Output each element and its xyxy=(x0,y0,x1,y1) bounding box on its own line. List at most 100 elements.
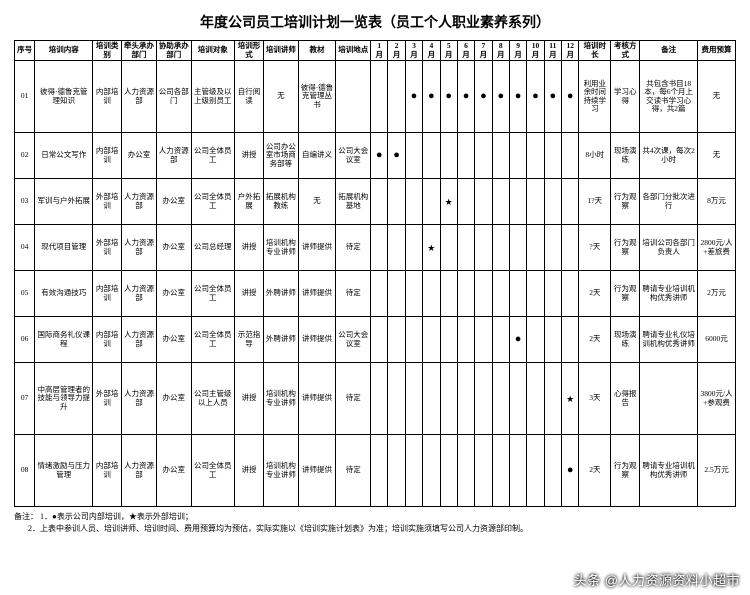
cell: 2天 xyxy=(579,271,611,317)
cell: 内部培训 xyxy=(93,317,122,363)
cell: 2.5万元 xyxy=(698,435,736,507)
table-header: 序号培训内容培训类别牵头承办部门协助承办部门培训对象培训形式培训讲师教材培训地点… xyxy=(15,41,736,61)
cell xyxy=(440,363,457,435)
cell: 讲师提供 xyxy=(298,317,336,363)
cell: 办公室 xyxy=(156,179,191,225)
notes-line1: 1．●表示公司内部培训，★表示外部培训； xyxy=(40,512,193,521)
cell: 办公室 xyxy=(156,271,191,317)
cell xyxy=(405,225,422,271)
cell: 3800元/人+参观费 xyxy=(698,363,736,435)
col-header: 培训内容 xyxy=(35,41,93,61)
cell xyxy=(405,271,422,317)
cell xyxy=(405,133,422,179)
cell xyxy=(405,363,422,435)
cell: 拓展机构基地 xyxy=(336,179,371,225)
cell xyxy=(527,363,544,435)
cell xyxy=(509,179,526,225)
cell xyxy=(423,133,440,179)
cell xyxy=(440,435,457,507)
cell xyxy=(371,225,388,271)
cell xyxy=(562,317,579,363)
cell: 待定 xyxy=(336,363,371,435)
cell: 共包含书目18本，每6个月上交读书学习心得，共2篇 xyxy=(640,61,698,133)
cell: 办公室 xyxy=(156,225,191,271)
cell: 聘请专业礼仪培训机构优秀讲师 xyxy=(640,317,698,363)
cell: 外聘讲师 xyxy=(263,271,298,317)
cell xyxy=(457,179,474,225)
cell xyxy=(475,225,492,271)
cell xyxy=(640,363,698,435)
cell: 01 xyxy=(15,61,35,133)
cell: 无 xyxy=(263,61,298,133)
cell: 公司大会议室 xyxy=(336,133,371,179)
cell xyxy=(457,317,474,363)
cell: 自编讲义 xyxy=(298,133,336,179)
col-header: 2月 xyxy=(388,41,405,61)
cell: 拓展机构教练 xyxy=(263,179,298,225)
cell xyxy=(423,271,440,317)
cell xyxy=(388,225,405,271)
cell: ?天 xyxy=(579,225,611,271)
cell: 培训机构专业讲师 xyxy=(263,363,298,435)
cell: 公司大会议室 xyxy=(336,317,371,363)
cell: 聘请专业培训机构优秀讲师 xyxy=(640,271,698,317)
cell: 内部培训 xyxy=(93,271,122,317)
cell xyxy=(544,435,561,507)
cell: ● xyxy=(509,61,526,133)
cell: 1?天 xyxy=(579,179,611,225)
cell: ● xyxy=(457,61,474,133)
cell: 彼得·德鲁克管理丛书 xyxy=(298,61,336,133)
cell: 公司全体员工 xyxy=(191,179,234,225)
cell: ● xyxy=(440,61,457,133)
cell: 办公室 xyxy=(156,363,191,435)
cell: 公司办公室市场商务部等 xyxy=(263,133,298,179)
table-row: 01彼得·德鲁克管理知识内部培训人力资源部公司各部门主管级及以上级别员工自行阅读… xyxy=(15,61,736,133)
cell: 03 xyxy=(15,179,35,225)
cell: ● xyxy=(423,61,440,133)
cell: 内部培训 xyxy=(93,61,122,133)
cell: 现场演练 xyxy=(611,317,640,363)
cell xyxy=(388,363,405,435)
cell xyxy=(492,133,509,179)
col-header: 3月 xyxy=(405,41,422,61)
page-title: 年度公司员工培训计划一览表（员工个人职业素养系列） xyxy=(14,12,736,32)
cell xyxy=(509,133,526,179)
cell xyxy=(562,271,579,317)
cell: 聘请专业培训机构优秀讲师 xyxy=(640,435,698,507)
cell: 2天 xyxy=(579,317,611,363)
cell: 人力资源部 xyxy=(156,133,191,179)
cell xyxy=(544,133,561,179)
cell xyxy=(544,317,561,363)
cell: 行为观察 xyxy=(611,225,640,271)
cell: 2万元 xyxy=(698,271,736,317)
cell xyxy=(527,271,544,317)
cell xyxy=(405,435,422,507)
cell: 07 xyxy=(15,363,35,435)
cell xyxy=(457,271,474,317)
cell: 待定 xyxy=(336,435,371,507)
cell: 主管级及以上级别员工 xyxy=(191,61,234,133)
cell: 待定 xyxy=(336,271,371,317)
cell xyxy=(405,179,422,225)
col-header: 5月 xyxy=(440,41,457,61)
cell xyxy=(475,435,492,507)
notes-label: 备注： xyxy=(14,512,38,521)
cell: 外部培训 xyxy=(93,225,122,271)
col-header: 考核方式 xyxy=(611,41,640,61)
cell: 人力资源部 xyxy=(122,363,157,435)
cell xyxy=(492,363,509,435)
cell xyxy=(457,133,474,179)
col-header: 培训类别 xyxy=(93,41,122,61)
cell: 办公室 xyxy=(156,317,191,363)
cell: 人力资源部 xyxy=(122,317,157,363)
cell: 讲授 xyxy=(235,363,264,435)
cell xyxy=(371,435,388,507)
cell: ● xyxy=(562,435,579,507)
cell xyxy=(336,61,371,133)
cell: 各部门分批次进行 xyxy=(640,179,698,225)
cell: 公司全体员工 xyxy=(191,317,234,363)
cell xyxy=(457,435,474,507)
cell xyxy=(440,133,457,179)
cell xyxy=(388,61,405,133)
cell: 讲授 xyxy=(235,133,264,179)
